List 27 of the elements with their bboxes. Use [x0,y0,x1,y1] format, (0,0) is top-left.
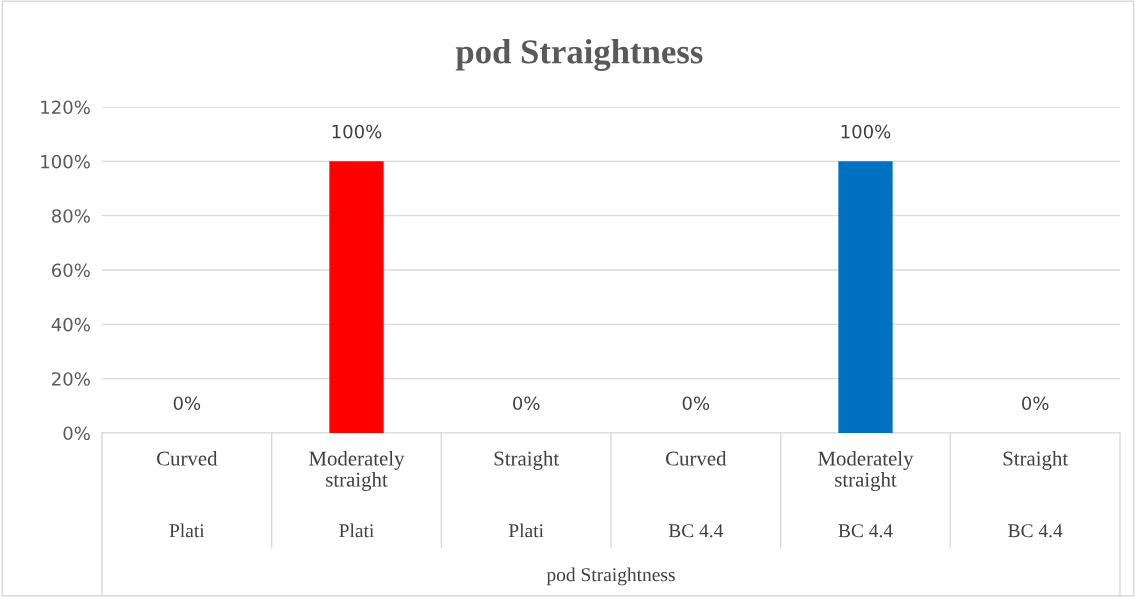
chart-title: pod Straightness [455,39,703,71]
y-tick-label: 80% [51,209,90,223]
data-label: 0% [682,396,710,411]
text: Plati [169,523,205,538]
data-label: 0% [1022,396,1049,411]
text: Plati [508,523,544,538]
x-tick-label: Moderately straight [818,450,914,491]
y-tick-label: 60% [52,263,90,278]
data-label: 100% [841,124,891,139]
data-label: 0% [513,396,540,411]
y-tick-label: 20% [52,372,90,386]
y-tick-label: 0% [63,426,90,441]
y-tick-label: 40% [51,317,90,332]
x-tick-label: Straight [1003,450,1069,470]
x-tick-label: Curved [157,450,218,466]
data-label: 100% [332,124,382,139]
x-axis-title: pod Straightness [546,567,675,586]
text: Plati [339,523,374,538]
x-tick-label: Straight [494,450,560,470]
text: BC 4.4 [838,524,893,538]
text: BC 4.4 [1008,524,1063,538]
text: BC 4.4 [668,524,724,538]
data-label: 0% [173,396,201,411]
x-tick-label: Moderately straight [309,450,405,491]
x-tick-label: Curved [666,450,727,466]
y-tick-label: 100% [41,154,90,169]
y-tick-label: 120% [41,100,90,115]
